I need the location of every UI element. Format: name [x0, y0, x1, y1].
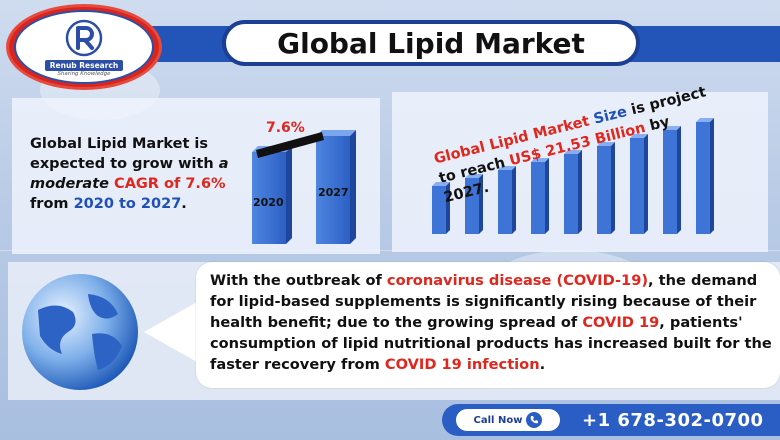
- market-bar: [564, 150, 582, 234]
- background-gridline: [0, 250, 780, 251]
- company-logo: Renub Research Sharing Knowledge: [6, 4, 162, 90]
- speech-bubble: [196, 262, 780, 388]
- call-bar: Call Now +1 678-302-0700: [442, 404, 780, 436]
- cagr-text-2: a moderate: [30, 156, 229, 192]
- bar-label-2020: 2020: [253, 196, 284, 209]
- phone-number[interactable]: +1 678-302-0700: [582, 409, 764, 431]
- logo-r-icon: [64, 18, 104, 58]
- logo-tagline: Sharing Knowledge: [57, 70, 111, 77]
- market-bar: [630, 134, 648, 234]
- covid-highlight-2: COVID 19: [582, 314, 660, 331]
- cagr-value: CAGR of 7.6%: [114, 176, 226, 192]
- phone-icon: [526, 412, 543, 428]
- covid-text-4: .: [539, 356, 546, 373]
- logo-name: Renub Research: [44, 59, 124, 71]
- speech-bubble-tail: [144, 298, 204, 366]
- market-bar: [597, 142, 615, 234]
- globe-icon: [22, 274, 138, 390]
- cagr-description: Global Lipid Market is expected to grow …: [30, 134, 250, 214]
- cagr-chart-label: 7.6%: [266, 120, 305, 136]
- market-bar: [498, 166, 516, 234]
- page-title: Global Lipid Market: [222, 20, 640, 66]
- logo-badge: Renub Research Sharing Knowledge: [14, 10, 154, 84]
- cagr-text-3: from: [30, 196, 74, 212]
- growth-arrow: [256, 132, 324, 158]
- covid-text-3: , patients' consumption of lipid nutriti…: [210, 314, 772, 373]
- bar-2027: [316, 130, 356, 244]
- cagr-period: 2020 to 2027: [73, 196, 182, 212]
- market-bar: [663, 126, 681, 234]
- market-size-bars: [432, 118, 714, 234]
- call-now-label: Call Now: [473, 414, 523, 426]
- market-bar: [465, 174, 483, 234]
- market-bar: [531, 158, 549, 234]
- bar-label-2027: 2027: [318, 186, 349, 199]
- covid-highlight-3: COVID 19 infection: [384, 356, 540, 373]
- cagr-bars: [252, 130, 356, 244]
- covid-description: With the outbreak of coronavirus disease…: [210, 270, 776, 375]
- covid-highlight-1: coronavirus disease (COVID-19): [386, 272, 649, 289]
- covid-text-1: With the outbreak of: [210, 272, 387, 289]
- call-now-button[interactable]: Call Now: [456, 409, 560, 431]
- cagr-text-1: Global Lipid Market is expected to grow …: [30, 136, 219, 172]
- market-bar: [696, 118, 714, 234]
- covid-text-2: , the demand for lipid-based supplements…: [210, 272, 758, 331]
- bar-2020: [252, 146, 292, 244]
- cagr-text-4: .: [181, 196, 187, 212]
- market-bar: [432, 182, 450, 234]
